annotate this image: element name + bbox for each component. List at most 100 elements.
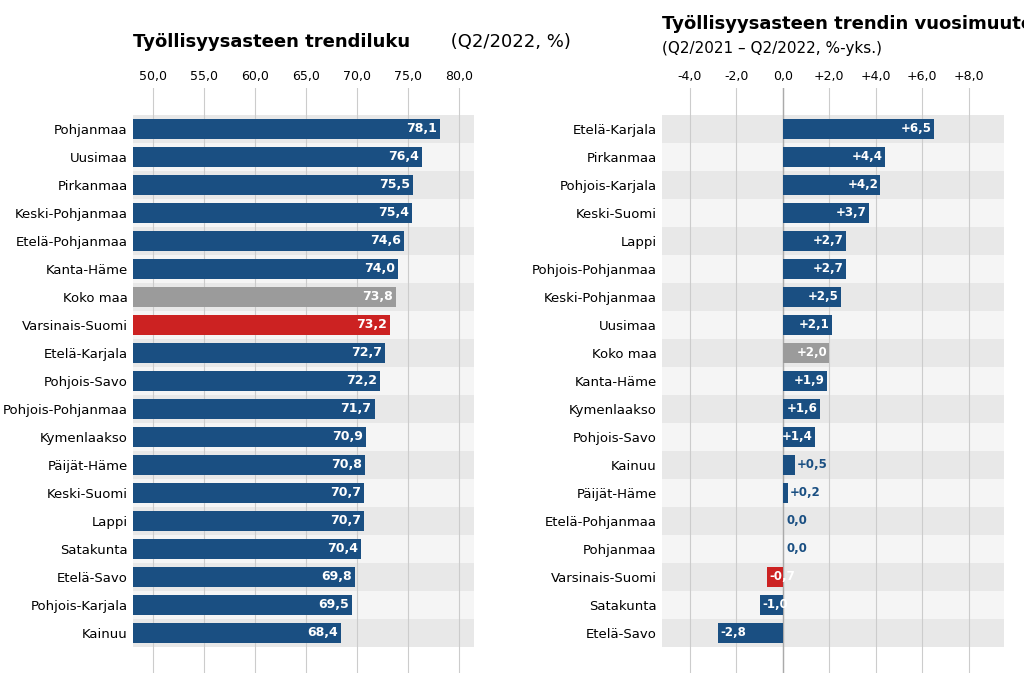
Text: 72,7: 72,7 [351,346,382,359]
Bar [133,203,413,223]
Bar [133,143,474,171]
Text: 73,2: 73,2 [356,318,387,331]
Bar [133,119,440,139]
Bar [663,619,1004,647]
Bar [663,339,1004,367]
Bar [133,619,474,647]
Bar [133,479,474,507]
Text: 0,0: 0,0 [786,542,807,555]
Text: 73,8: 73,8 [362,290,393,303]
Text: +4,2: +4,2 [847,178,879,192]
Bar [663,227,1004,255]
Bar [663,255,1004,283]
Text: 75,4: 75,4 [378,207,410,220]
Bar [663,171,1004,199]
Text: -1,0: -1,0 [762,598,787,611]
Text: 70,4: 70,4 [328,542,358,555]
Bar [718,623,783,643]
Text: 74,6: 74,6 [371,235,401,248]
Bar [663,115,1004,143]
Text: +0,2: +0,2 [790,486,820,499]
Bar [133,147,423,167]
Bar [133,311,474,339]
Bar [783,483,787,503]
Text: +2,1: +2,1 [799,318,829,331]
Bar [783,343,829,363]
Text: +2,7: +2,7 [813,235,844,248]
Bar [783,426,815,447]
Bar [133,283,474,311]
Text: 70,7: 70,7 [331,486,361,499]
Text: +2,5: +2,5 [808,290,839,303]
Bar [760,594,783,615]
Bar [663,534,1004,562]
Bar [133,115,474,143]
Bar [133,231,404,251]
Bar [133,171,474,199]
Bar [133,175,414,195]
Text: -0,7: -0,7 [769,570,795,583]
Bar [663,507,1004,534]
Bar [783,287,841,307]
Text: (Q2/2022, %): (Q2/2022, %) [445,33,571,51]
Text: -2,8: -2,8 [720,626,746,639]
Bar [133,455,366,475]
Bar [133,398,375,419]
Bar [133,315,390,335]
Text: +2,7: +2,7 [813,262,844,275]
Bar [663,283,1004,311]
Bar [663,479,1004,507]
Bar [663,451,1004,479]
Text: Työllisyysasteen trendin vuosimuutos: Työllisyysasteen trendin vuosimuutos [663,15,1024,33]
Bar [783,259,846,279]
Bar [783,119,934,139]
Bar [663,395,1004,423]
Bar [783,203,868,223]
Bar [663,562,1004,591]
Text: 70,9: 70,9 [333,430,364,443]
Text: 78,1: 78,1 [406,122,437,135]
Text: 74,0: 74,0 [364,262,395,275]
Text: 70,8: 70,8 [332,458,362,471]
Bar [133,395,474,423]
Text: 75,5: 75,5 [379,178,411,192]
Bar [133,534,474,562]
Bar [663,199,1004,227]
Bar [133,451,474,479]
Text: +0,5: +0,5 [797,458,827,471]
Text: Työllisyysasteen trendiluku: Työllisyysasteen trendiluku [133,33,411,51]
Bar [783,455,795,475]
Text: 69,5: 69,5 [318,598,349,611]
Bar [133,566,355,587]
Bar [133,367,474,395]
Bar [133,507,474,534]
Bar [783,231,846,251]
Bar [133,339,474,367]
Bar [133,562,474,591]
Bar [133,199,474,227]
Bar [133,511,365,531]
Text: 76,4: 76,4 [388,150,420,163]
Text: 68,4: 68,4 [307,626,338,639]
Bar [133,423,474,451]
Bar [133,426,367,447]
Bar [783,147,885,167]
Text: +1,4: +1,4 [782,430,813,443]
Text: 70,7: 70,7 [331,514,361,527]
Bar [133,591,474,619]
Text: 69,8: 69,8 [322,570,352,583]
Text: +6,5: +6,5 [900,122,932,135]
Text: +2,0: +2,0 [797,346,827,359]
Bar [663,591,1004,619]
Text: 0,0: 0,0 [786,514,807,527]
Text: +4,4: +4,4 [852,150,883,163]
Bar [133,255,474,283]
Bar [663,367,1004,395]
Bar [783,315,831,335]
Bar [133,287,396,307]
Bar [663,311,1004,339]
Bar [133,343,385,363]
Bar [133,483,365,503]
Bar [133,227,474,255]
Bar [133,371,380,391]
